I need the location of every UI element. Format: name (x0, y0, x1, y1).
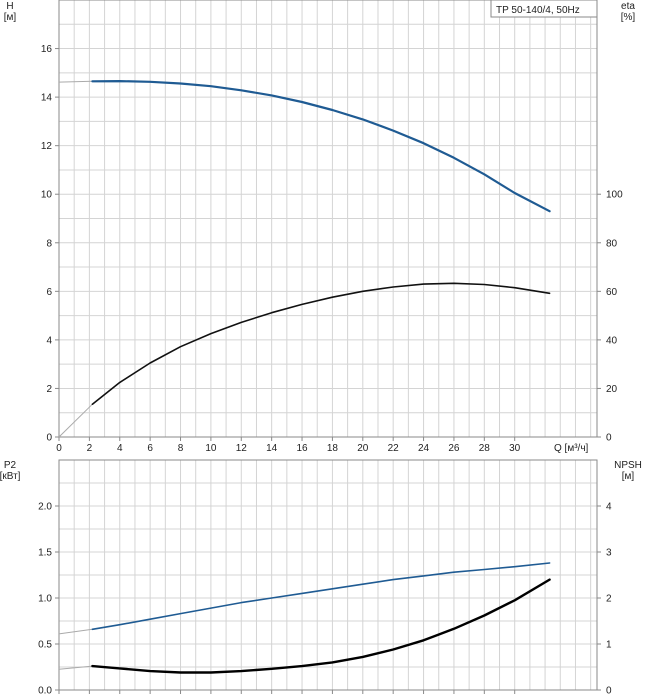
y-left-tick-label: 4 (46, 335, 52, 346)
y-left-tick-label: 0.5 (38, 640, 52, 651)
y-left-tick-label: 6 (46, 287, 52, 298)
y-left-tick-label: 2.0 (38, 502, 52, 513)
y-right-tick-label: 20 (606, 384, 618, 395)
x-tick-label: 14 (266, 443, 278, 454)
frame-layer (55, 0, 601, 694)
x-tick-label: 0 (56, 443, 62, 454)
x-tick-label: 22 (388, 443, 400, 454)
x-tick-label: 6 (147, 443, 153, 454)
plot-frame (58, 0, 598, 438)
series-line (91, 282, 551, 405)
y-left-tick-label: 8 (46, 238, 52, 249)
x-tick-label: 28 (479, 443, 491, 454)
y-right-tick-label: 1 (606, 640, 612, 651)
x-tick-label: 24 (418, 443, 430, 454)
y-left-tick-label: 10 (41, 190, 53, 201)
series-line (91, 80, 551, 213)
y-left-tick-label: 0.0 (38, 686, 52, 697)
x-tick-label: 2 (87, 443, 93, 454)
x-tick-label: 16 (296, 443, 308, 454)
y-left-tick-label: 2 (46, 384, 52, 395)
y-right-tick-label: 40 (606, 335, 618, 346)
y-left-tick-label: 12 (41, 141, 53, 152)
chart-title: TP 50-140/4, 50Hz (496, 5, 580, 16)
y-right-tick-label: 0 (606, 433, 612, 444)
series-line (91, 562, 551, 631)
y-right-axis-label: NPSH [м] (614, 460, 642, 482)
x-tick-label: 4 (117, 443, 123, 454)
x-tick-label: 18 (327, 443, 339, 454)
grid-layer (59, 0, 597, 690)
x-tick-label: 10 (205, 443, 217, 454)
series-extrapolated-line (58, 80, 93, 83)
y-right-tick-label: 80 (606, 238, 618, 249)
plot-frame (58, 459, 598, 691)
y-right-tick-label: 3 (606, 548, 612, 559)
title-box: TP 50-140/4, 50Hz (490, 0, 598, 18)
y-left-axis-label: P2 [кВт] (0, 460, 21, 482)
y-left-tick-label: 14 (41, 93, 53, 104)
x-axis-label: Q [м³/ч] (554, 443, 589, 454)
series-layer (58, 80, 551, 674)
y-left-tick-label: 16 (41, 44, 53, 55)
y-left-tick-label: 1.5 (38, 548, 52, 559)
x-tick-label: 20 (357, 443, 369, 454)
y-right-tick-label: 2 (606, 594, 612, 605)
x-tick-label: 26 (448, 443, 460, 454)
y-right-axis-label: eta [%] (621, 1, 636, 23)
y-right-tick-label: 0 (606, 686, 612, 697)
y-left-axis-label: H [м] (4, 1, 17, 23)
series-extrapolated-line (58, 665, 93, 670)
y-left-tick-label: 0 (46, 433, 52, 444)
x-tick-label: 30 (509, 443, 521, 454)
x-tick-label: 12 (236, 443, 248, 454)
y-right-tick-label: 4 (606, 502, 612, 513)
y-right-tick-label: 100 (606, 190, 623, 201)
y-right-tick-label: 60 (606, 287, 618, 298)
x-tick-label: 8 (178, 443, 184, 454)
series-line (91, 578, 551, 674)
series-extrapolated-line (58, 628, 93, 635)
series-extrapolated-line (58, 403, 93, 438)
y-left-tick-label: 1.0 (38, 594, 52, 605)
